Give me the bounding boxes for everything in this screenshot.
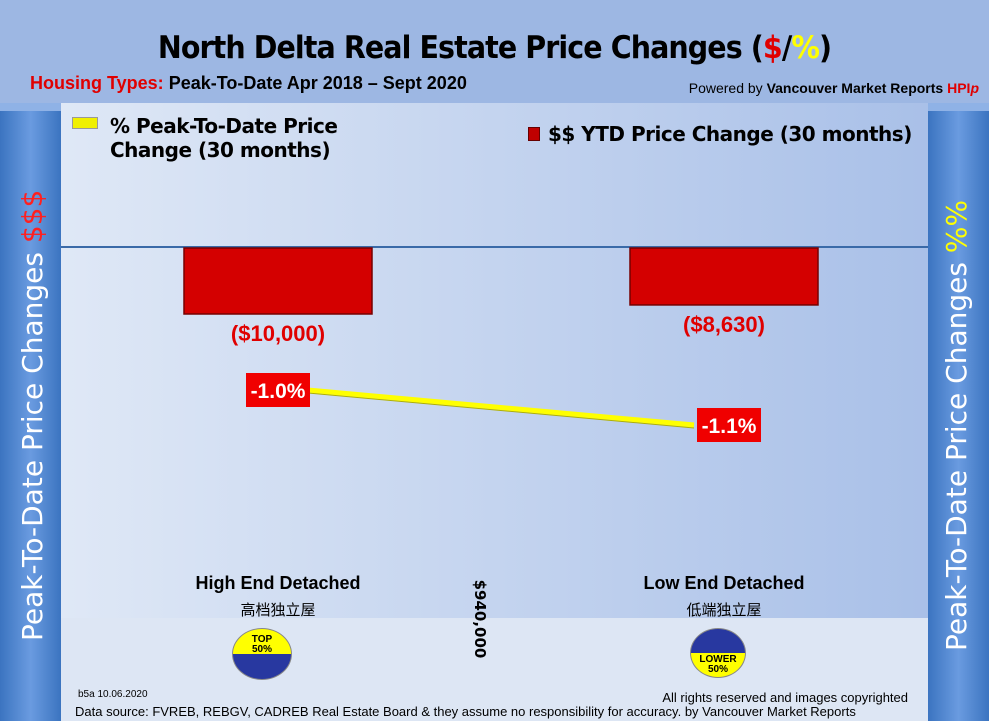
divider-price-label: $940,000 (471, 579, 489, 659)
plot-area (61, 103, 928, 618)
lower-50-badge: LOWER 50% (690, 628, 746, 678)
legend-line-label: % Peak-To-Date Price Change (30 months) (110, 114, 338, 162)
line-label-box (246, 373, 310, 407)
category-label-cn: 高档独立屋 (240, 602, 316, 619)
category-label: High End Detached (195, 573, 361, 593)
category-label: Low End Detached (643, 573, 805, 593)
percent-line (307, 387, 695, 428)
line-data-label: -1.0% (251, 380, 306, 403)
line-data-label: -1.1% (702, 415, 757, 438)
top-50-badge: TOP 50% (232, 628, 292, 680)
bar-data-label: ($8,630) (683, 312, 765, 337)
right-side-panel: Peak-To-Date Price Changes %% (928, 103, 989, 721)
bar (629, 247, 819, 306)
line-label-box (697, 408, 761, 442)
powered-by: Powered by Vancouver Market Reports HPIp (688, 80, 979, 96)
percent-line-shadow (307, 392, 695, 429)
legend-swatch-line (72, 117, 98, 129)
subtitle: Housing Types: Peak-To-Date Apr 2018 – S… (30, 73, 467, 93)
left-side-panel: Peak-To-Date Price Changes $$$ (0, 103, 61, 721)
footer-rights: All rights reserved and images copyright… (662, 690, 908, 705)
category-label-cn: 低端独立屋 (686, 602, 762, 619)
bottom-strip (61, 618, 928, 721)
footer-code: b5a 10.06.2020 (78, 689, 148, 700)
bar (183, 247, 373, 315)
footer-source: Data source: FVREB, REBGV, CADREB Real E… (75, 704, 856, 719)
legend-bar-label: $$ YTD Price Change (30 months) (548, 122, 912, 146)
legend-swatch-bar (528, 127, 540, 141)
chart-title: North Delta Real Estate Price Changes ($… (157, 30, 832, 66)
bar-data-label: ($10,000) (231, 321, 325, 346)
